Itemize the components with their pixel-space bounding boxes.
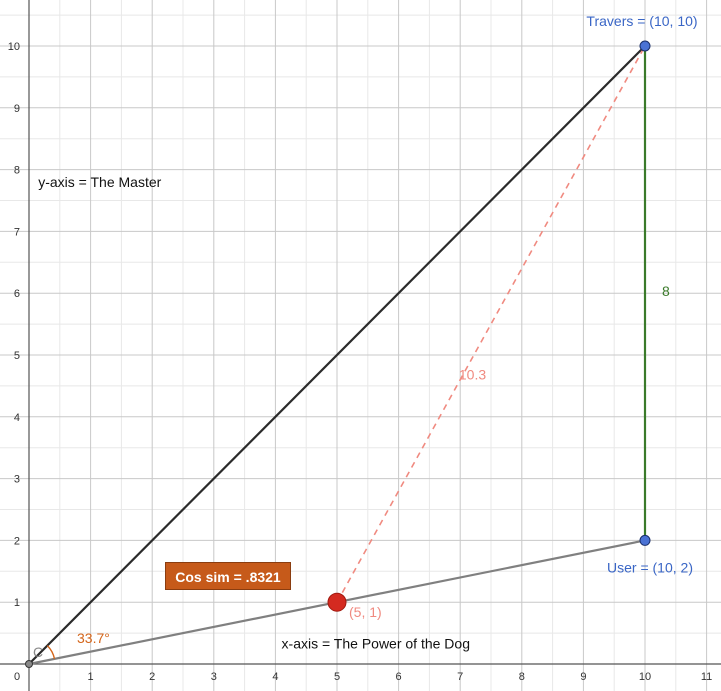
point-label-3: C bbox=[33, 644, 43, 660]
point-1 bbox=[639, 534, 651, 546]
x-tick-label: 0 bbox=[14, 671, 20, 683]
x-tick-label: 2 bbox=[149, 671, 155, 683]
x-tick-label: 11 bbox=[701, 671, 712, 683]
angle-label: 33.7° bbox=[77, 630, 110, 646]
cos-sim-badge: Cos sim = .8321 bbox=[165, 562, 291, 590]
x-tick-label: 10 bbox=[639, 671, 651, 683]
angle-arc bbox=[46, 645, 56, 660]
y-tick-label: 9 bbox=[14, 103, 20, 115]
point-label-2: (5, 1) bbox=[349, 604, 382, 620]
y-tick-label: 7 bbox=[14, 226, 20, 238]
distance-label: 10.3 bbox=[459, 367, 486, 383]
segment-length-label: 8 bbox=[662, 283, 670, 299]
x-tick-label: 8 bbox=[519, 671, 525, 683]
point-3 bbox=[25, 660, 33, 668]
x-tick-label: 9 bbox=[580, 671, 586, 683]
x-tick-label: 7 bbox=[457, 671, 463, 683]
x-axis-label: x-axis = The Power of the Dog bbox=[282, 636, 470, 652]
point-0 bbox=[639, 40, 651, 52]
y-tick-label: 8 bbox=[14, 165, 20, 177]
y-tick-label: 3 bbox=[14, 474, 20, 486]
y-tick-label: 5 bbox=[14, 350, 20, 362]
y-tick-label: 4 bbox=[14, 412, 20, 424]
y-axis-label: y-axis = The Master bbox=[38, 174, 161, 190]
segment-3 bbox=[336, 45, 646, 603]
points bbox=[25, 40, 651, 668]
y-tick-label: 1 bbox=[14, 597, 20, 609]
labels: 8 10.3 33.7° Travers = (10, 10) User = (10, … bbox=[33, 13, 698, 660]
x-tick-label: 1 bbox=[88, 671, 94, 683]
point-2 bbox=[327, 592, 347, 612]
y-tick-label: 6 bbox=[14, 288, 20, 300]
x-tick-label: 5 bbox=[334, 671, 340, 683]
point-label-1: User = (10, 2) bbox=[607, 559, 693, 575]
x-tick-label: 4 bbox=[272, 671, 278, 683]
y-tick-label: 2 bbox=[14, 535, 20, 547]
x-tick-label: 6 bbox=[396, 671, 402, 683]
segment-0 bbox=[28, 45, 646, 665]
point-label-0: Travers = (10, 10) bbox=[586, 13, 697, 29]
x-tick-label: 3 bbox=[211, 671, 217, 683]
angle-arc-path bbox=[46, 645, 56, 660]
y-tick-label: 10 bbox=[8, 41, 20, 53]
